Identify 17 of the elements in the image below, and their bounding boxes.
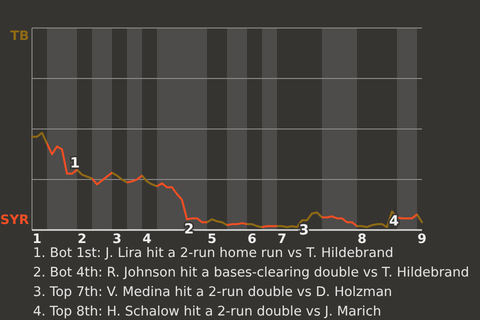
x-tick-label: 8: [357, 232, 367, 248]
x-tick-label: 5: [207, 232, 217, 248]
x-tick-label: 7: [277, 232, 287, 248]
text: 3. Top 7th: V. Medina hit a 2-run double vs D. Holzman: [33, 285, 392, 300]
annotation: 1: [70, 156, 80, 172]
x-tick-label: 4: [142, 232, 152, 248]
text: 2. Bot 4th: R. Johnson hit a bases-clearing double vs T. Hildebrand: [33, 266, 470, 280]
text: SYR: [0, 213, 29, 228]
text: 4. Top 8th: H. Schalow hit a 2-run double vs J. Marich: [33, 304, 382, 320]
text: 1. Bot 1st: J. Lira hit a 2-run home run vs T. Hildebrand: [33, 246, 394, 261]
x-tick-label: 3: [112, 232, 122, 248]
x-tick-label: 6: [247, 232, 257, 248]
text: TB: [10, 28, 29, 44]
annotation: 4: [389, 214, 400, 230]
x-tick-label: 2: [77, 232, 87, 248]
x-tick-label: 9: [417, 232, 427, 248]
x-tick-label: 1: [32, 232, 42, 248]
